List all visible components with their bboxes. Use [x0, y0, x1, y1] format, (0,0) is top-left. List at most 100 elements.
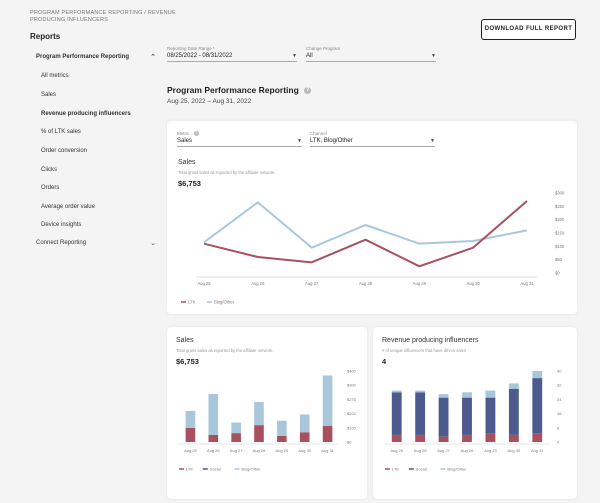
- sidebar-item-orders[interactable]: Orders: [41, 185, 59, 191]
- sidebar: Reports Program Performance Reporting ⌃ …: [0, 0, 165, 503]
- bar-segment-ltk: [299, 432, 310, 442]
- legend-label: Blog/Other: [447, 467, 467, 472]
- sidebar-item-revenue-producing-influencers[interactable]: Revenue producing influencers: [41, 111, 131, 117]
- card-total: $6,753: [178, 179, 201, 188]
- legend-label: LTK: [392, 467, 399, 472]
- sidebar-item-label: Program Performance Reporting: [36, 54, 130, 60]
- series-line-blog-other: [203, 201, 528, 249]
- y-tick-label: $250: [555, 204, 565, 209]
- chevron-down-icon: ▼: [431, 53, 436, 59]
- bar-segment-social: [415, 392, 426, 435]
- sidebar-item-label: Average order value: [41, 204, 95, 210]
- sidebar-item-sales[interactable]: Sales: [41, 92, 56, 98]
- x-tick-label: Aug 25: [184, 448, 197, 453]
- sidebar-item-label: Orders: [41, 185, 60, 191]
- bar-segment-ltk: [231, 433, 241, 442]
- bar-segment-ltk: [277, 435, 287, 442]
- bar-segment-ltk: [462, 434, 472, 442]
- bar-segment-ltk: [485, 433, 496, 442]
- sidebar-item-label: % of LTK sales: [41, 129, 81, 135]
- card-total: 4: [382, 357, 387, 366]
- bar-segment-social: [438, 397, 449, 437]
- x-tick-label: Aug 28: [461, 448, 474, 453]
- date-range-select[interactable]: Reporting Date Range * 08/25/2022 - 08/3…: [167, 46, 297, 64]
- bar-segment-blog-other: [391, 390, 402, 393]
- sidebar-item-label: Sales: [41, 92, 57, 98]
- bar-segment-blog-other: [322, 375, 333, 427]
- legend-label: Social: [210, 467, 221, 472]
- metric-select[interactable]: Metric ? Sales ▼: [177, 131, 302, 149]
- bar-segment-ltk: [185, 427, 196, 442]
- page-title-text: Program Performance Reporting: [167, 85, 299, 95]
- sidebar-item-average-order-value[interactable]: Average order value: [41, 204, 95, 210]
- sidebar-item-program-performance[interactable]: Program Performance Reporting ⌃: [36, 54, 158, 61]
- legend-label: LTK: [186, 467, 193, 472]
- bar-segment-blog-other: [185, 410, 196, 428]
- y-tick-label: $100: [555, 244, 565, 249]
- chevron-down-icon: ▼: [297, 138, 302, 144]
- x-tick-label: Aug 27: [437, 448, 450, 453]
- chevron-down-icon[interactable]: ⌄: [150, 240, 156, 247]
- bar-segment-ltk: [322, 426, 333, 442]
- chevron-down-icon: ▼: [430, 138, 435, 144]
- program-value: All: [306, 53, 436, 62]
- channel-value: LTK, Blog/Other: [310, 138, 435, 147]
- y-tick-label: $300: [347, 383, 357, 388]
- y-tick-label: $200: [347, 411, 357, 416]
- y-tick-label: $275: [347, 397, 357, 402]
- date-range-value: 08/25/2022 - 08/31/2022: [167, 53, 297, 62]
- y-tick-label: 8: [557, 425, 560, 430]
- program-select[interactable]: Change Program All ▼: [306, 46, 436, 64]
- channel-select[interactable]: Channel LTK, Blog/Other ▼: [310, 131, 435, 149]
- x-tick-label: Aug 25: [197, 281, 211, 286]
- bar-segment-ltk: [391, 434, 402, 442]
- x-tick-label: Aug 30: [298, 448, 311, 453]
- sidebar-item-connect-reporting[interactable]: Connect Reporting ⌄: [36, 240, 158, 247]
- legend-label: Social: [416, 467, 427, 472]
- sales-trend-card: Metric ? Sales ▼ Channel LTK, Blog/Other…: [167, 121, 577, 314]
- chevron-down-icon: ▼: [292, 53, 297, 59]
- y-tick-label: $400: [347, 369, 357, 374]
- sidebar-item-order-conversion[interactable]: Order conversion: [41, 148, 87, 154]
- breadcrumb[interactable]: PROGRAM PERFORMANCE REPORTING / REVENUE …: [30, 10, 176, 23]
- y-tick-label: 16: [557, 411, 562, 416]
- bar-segment-ltk: [415, 434, 426, 442]
- sales-bar-chart: $0 $100 $200 $275 $300 $400 Aug 25 Aug 26 Aug 27…: [179, 369, 357, 472]
- y-tick-label: $0: [347, 440, 352, 445]
- download-full-report-button[interactable]: DOWNLOAD FULL REPORT: [481, 19, 576, 40]
- card-title: Revenue producing influencers: [382, 337, 479, 344]
- legend-label: LTK: [188, 300, 196, 305]
- chevron-up-icon[interactable]: ⌃: [150, 54, 156, 61]
- page-title: Program Performance Reporting ?: [167, 85, 312, 95]
- x-tick-label: Aug 29: [276, 448, 289, 453]
- x-tick-label: Aug 31: [520, 281, 534, 286]
- bar-segment-social: [508, 388, 519, 435]
- legend-label: Blog/Other: [241, 467, 261, 472]
- metric-label: Metric ?: [177, 131, 199, 137]
- y-tick-label: $300: [555, 191, 565, 196]
- y-tick-label: 32: [557, 383, 562, 388]
- bar-segment-blog-other: [438, 394, 449, 398]
- sidebar-item-device-insights[interactable]: Device insights: [41, 222, 81, 228]
- y-tick-label: $100: [347, 425, 357, 430]
- bar-segment-blog-other: [415, 390, 426, 393]
- sidebar-item-ltk-sales[interactable]: % of LTK sales: [41, 129, 81, 135]
- sidebar-item-label: Connect Reporting: [36, 240, 87, 246]
- bar-segment-social: [391, 392, 402, 435]
- sidebar-item-clicks[interactable]: Clicks: [41, 167, 57, 173]
- info-icon[interactable]: ?: [193, 131, 199, 137]
- bar-segment-blog-other: [485, 390, 496, 398]
- y-tick-label: 24: [557, 397, 562, 402]
- bar-segment-blog-other: [462, 392, 472, 398]
- sales-bar-card: Sales Total gross sales as reported by t…: [167, 327, 367, 499]
- bar-segment-ltk: [438, 436, 449, 442]
- x-tick-label: Aug 26: [207, 448, 220, 453]
- y-tick-label: $150: [555, 231, 565, 236]
- sidebar-item-label: All metrics: [41, 73, 69, 79]
- y-tick-label: $50: [555, 257, 563, 262]
- sidebar-item-all-metrics[interactable]: All metrics: [41, 73, 69, 79]
- sidebar-item-label: Revenue producing influencers: [41, 111, 131, 117]
- bar-segment-blog-other: [508, 383, 519, 389]
- bar-segment-blog-other: [299, 414, 310, 433]
- info-icon[interactable]: ?: [304, 87, 312, 95]
